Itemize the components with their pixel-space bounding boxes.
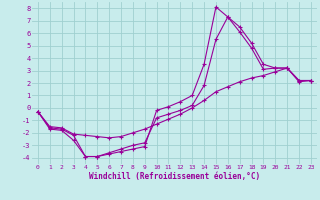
X-axis label: Windchill (Refroidissement éolien,°C): Windchill (Refroidissement éolien,°C) [89, 172, 260, 181]
